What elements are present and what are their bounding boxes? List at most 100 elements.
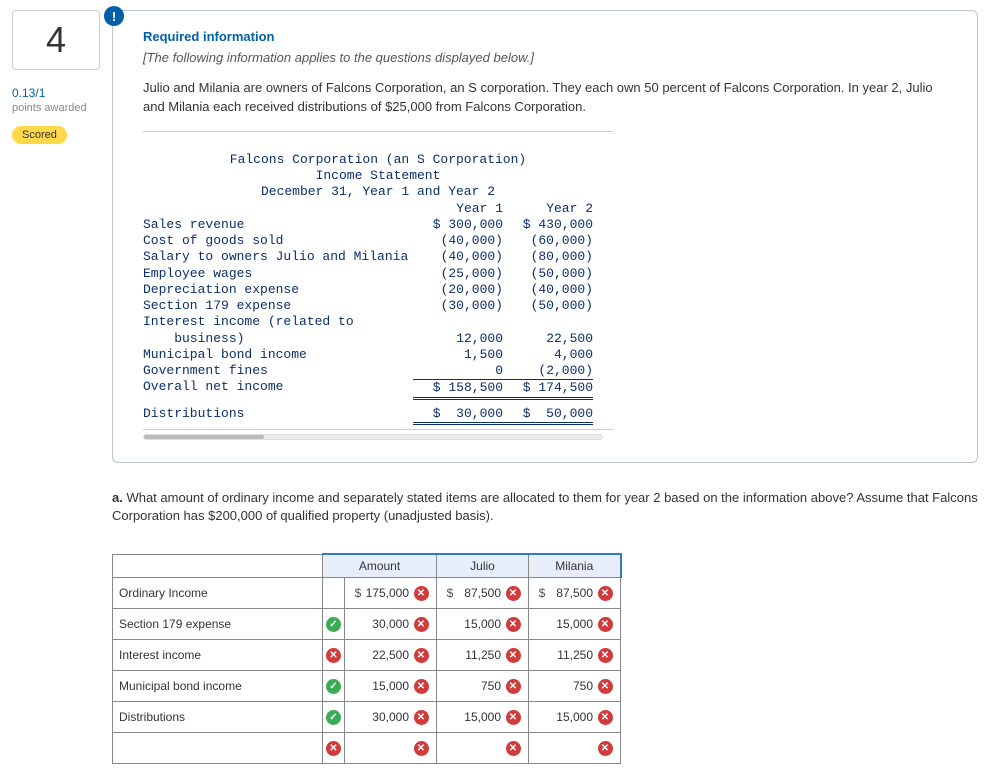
milania-cell[interactable]: 15,000✕ [535, 706, 614, 728]
left-column: 4 0.13/1 points awarded Scored [12, 10, 100, 764]
cross-icon: ✕ [414, 710, 429, 725]
cross-icon: ✕ [414, 617, 429, 632]
statement-row-label: Municipal bond income [143, 347, 413, 363]
statement-row-y1: $ 300,000 [413, 217, 503, 233]
statement-row-y2: 22,500 [503, 331, 593, 347]
cross-icon: ✕ [598, 710, 613, 725]
julio-cell[interactable]: 15,000✕ [443, 706, 522, 728]
cross-icon: ✕ [506, 679, 521, 694]
statement-row-label: Cost of goods sold [143, 233, 413, 249]
amount-cell[interactable]: 30,000✕ [351, 706, 430, 728]
answer-row: Municipal bond income✓ 15,000✕ 750✕ 750✕ [113, 671, 621, 702]
cross-icon: ✕ [506, 710, 521, 725]
net-income-y2: $ 174,500 [503, 379, 593, 399]
answer-row: Ordinary Income $175,000✕ $87,500✕ $87,500✕ [113, 578, 621, 609]
statement-row-y2: 4,000 [503, 347, 593, 363]
statement-row-y1: (30,000) [413, 298, 503, 314]
statement-row-y2: (2,000) [503, 363, 593, 379]
statement-row-y1: (40,000) [413, 233, 503, 249]
check-icon: ✓ [326, 679, 341, 694]
cross-icon: ✕ [414, 648, 429, 663]
statement-row-y1 [413, 314, 503, 330]
answer-row-label[interactable]: Interest income [113, 640, 323, 671]
cross-icon: ✕ [598, 741, 613, 756]
amount-cell[interactable]: 22,500✕ [351, 644, 430, 666]
scored-badge: Scored [12, 126, 67, 144]
question-text: a. What amount of ordinary income and se… [112, 489, 978, 525]
footer-amount-cell[interactable]: ✕ [351, 737, 430, 759]
footer-label-cell[interactable] [113, 733, 323, 764]
answer-table: Amount Julio Milania Ordinary Income$175… [112, 553, 622, 764]
milania-cell[interactable]: 11,250✕ [535, 644, 614, 666]
statement-row-y1: (40,000) [413, 249, 503, 265]
footer-milania-cell[interactable]: ✕ [535, 737, 614, 759]
julio-cell[interactable]: 15,000✕ [443, 613, 522, 635]
footer-julio-cell[interactable]: ✕ [443, 737, 522, 759]
cross-icon: ✕ [598, 679, 613, 694]
answer-row-label[interactable]: Distributions [113, 702, 323, 733]
statement-scrollbar[interactable] [143, 434, 603, 440]
net-income-label: Overall net income [143, 379, 413, 399]
statement-row-label: Sales revenue [143, 217, 413, 233]
statement-title-1: Falcons Corporation (an S Corporation) [143, 152, 613, 168]
required-info-card: Required information [The following info… [112, 10, 978, 463]
col-year1: Year 1 [413, 201, 503, 217]
answer-row: Section 179 expense✓ 30,000✕ 15,000✕ 15,000… [113, 609, 621, 640]
cross-icon: ✕ [326, 741, 341, 756]
header-blank [113, 554, 323, 578]
distributions-y1: $ 30,000 [413, 406, 503, 425]
statement-row: Government fines0(2,000) [143, 363, 613, 379]
row-status-cell: ✓ [323, 609, 345, 640]
distributions-label: Distributions [143, 406, 413, 425]
distributions-y2: $ 50,000 [503, 406, 593, 425]
header-julio: Julio [437, 554, 529, 578]
milania-cell[interactable]: 15,000✕ [535, 613, 614, 635]
row-status-cell: ✕ [323, 640, 345, 671]
julio-cell[interactable]: $87,500✕ [443, 582, 522, 604]
cross-icon: ✕ [598, 648, 613, 663]
amount-cell[interactable]: 30,000✕ [351, 613, 430, 635]
answer-row-label[interactable]: Municipal bond income [113, 671, 323, 702]
statement-row: Sales revenue$ 300,000$ 430,000 [143, 217, 613, 233]
statement-row-y2: (80,000) [503, 249, 593, 265]
milania-cell[interactable]: $87,500✕ [535, 582, 614, 604]
statement-row-label: Interest income (related to [143, 314, 413, 330]
statement-row-y1: 0 [413, 363, 503, 379]
answer-row-label[interactable]: Section 179 expense [113, 609, 323, 640]
required-info-title: Required information [143, 29, 955, 44]
cross-icon: ✕ [506, 648, 521, 663]
score-value: 0.13/1 [12, 86, 100, 100]
amount-cell[interactable]: $175,000✕ [351, 582, 430, 604]
julio-cell[interactable]: 11,250✕ [443, 644, 522, 666]
cross-icon: ✕ [506, 741, 521, 756]
statement-row-y1: 1,500 [413, 347, 503, 363]
statement-row-label: Government fines [143, 363, 413, 379]
statement-row-y2: (50,000) [503, 298, 593, 314]
statement-row-y2: $ 430,000 [503, 217, 593, 233]
row-status-cell: ✓ [323, 702, 345, 733]
check-icon: ✓ [326, 617, 341, 632]
statement-row-y2: (50,000) [503, 266, 593, 282]
question-number-box: 4 [12, 10, 100, 70]
milania-cell[interactable]: 750✕ [535, 675, 614, 697]
answer-row-label[interactable]: Ordinary Income [113, 578, 323, 609]
net-income-y1: $ 158,500 [413, 379, 503, 399]
cross-icon: ✕ [506, 586, 521, 601]
row-status-cell: ✓ [323, 671, 345, 702]
page-layout: 4 0.13/1 points awarded Scored ! Require… [12, 10, 978, 764]
cross-icon: ✕ [414, 741, 429, 756]
statement-row: Cost of goods sold(40,000)(60,000) [143, 233, 613, 249]
statement-row-y1: 12,000 [413, 331, 503, 347]
answer-row: Interest income✕22,500✕11,250✕11,250✕ [113, 640, 621, 671]
statement-row: Section 179 expense(30,000)(50,000) [143, 298, 613, 314]
answer-footer-row: ✕ ✕ ✕ ✕ [113, 733, 621, 764]
question-body: What amount of ordinary income and separ… [112, 490, 978, 523]
statement-row-y2: (60,000) [503, 233, 593, 249]
header-amount: Amount [323, 554, 437, 578]
statement-row-label: Section 179 expense [143, 298, 413, 314]
cross-icon: ✕ [598, 586, 613, 601]
amount-cell[interactable]: 15,000✕ [351, 675, 430, 697]
question-prefix: a. [112, 490, 123, 505]
julio-cell[interactable]: 750✕ [443, 675, 522, 697]
col-year2: Year 2 [503, 201, 593, 217]
